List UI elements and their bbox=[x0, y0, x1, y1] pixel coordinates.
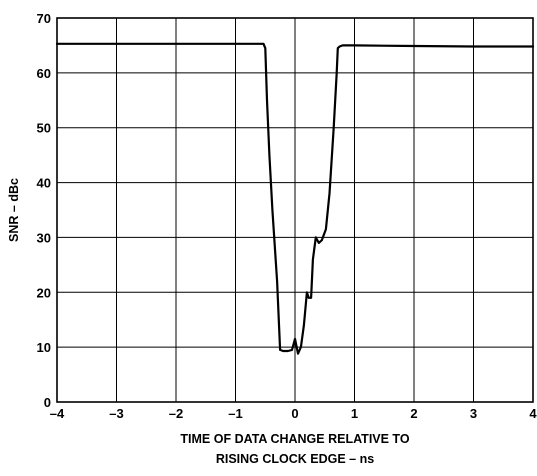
y-tick-label: 70 bbox=[37, 11, 51, 26]
x-tick-label: 0 bbox=[291, 406, 298, 421]
y-axis-label: SNR – dBc bbox=[7, 178, 21, 242]
plot-frame bbox=[56, 17, 534, 403]
y-tick-label: 10 bbox=[37, 340, 51, 355]
y-tick-label: 60 bbox=[37, 66, 51, 81]
snr-series-line bbox=[55, 42, 535, 355]
x-axis-label-line-1: TIME OF DATA CHANGE RELATIVE TO bbox=[180, 432, 409, 446]
x-tick-label: 2 bbox=[410, 406, 417, 421]
y-tick-label: 30 bbox=[37, 230, 51, 245]
x-tick-label: 3 bbox=[470, 406, 477, 421]
grid bbox=[57, 18, 533, 402]
x-tick-label: 4 bbox=[529, 406, 537, 421]
x-tick-label: –2 bbox=[169, 406, 183, 421]
y-tick-labels: 0 10 20 30 40 50 60 70 bbox=[37, 11, 51, 410]
x-tick-label: –1 bbox=[228, 406, 242, 421]
y-tick-label: 0 bbox=[44, 395, 51, 410]
series-layer bbox=[55, 42, 535, 355]
y-tick-label: 50 bbox=[37, 121, 51, 136]
x-tick-label: –3 bbox=[109, 406, 123, 421]
x-tick-label: –4 bbox=[50, 406, 65, 421]
y-tick-label: 20 bbox=[37, 285, 51, 300]
y-tick-label: 40 bbox=[37, 176, 51, 191]
x-tick-labels: –4 –3 –2 –1 0 1 2 3 4 bbox=[50, 406, 537, 421]
x-axis-label-line-2: RISING CLOCK EDGE – ns bbox=[216, 452, 374, 466]
x-tick-label: 1 bbox=[351, 406, 358, 421]
